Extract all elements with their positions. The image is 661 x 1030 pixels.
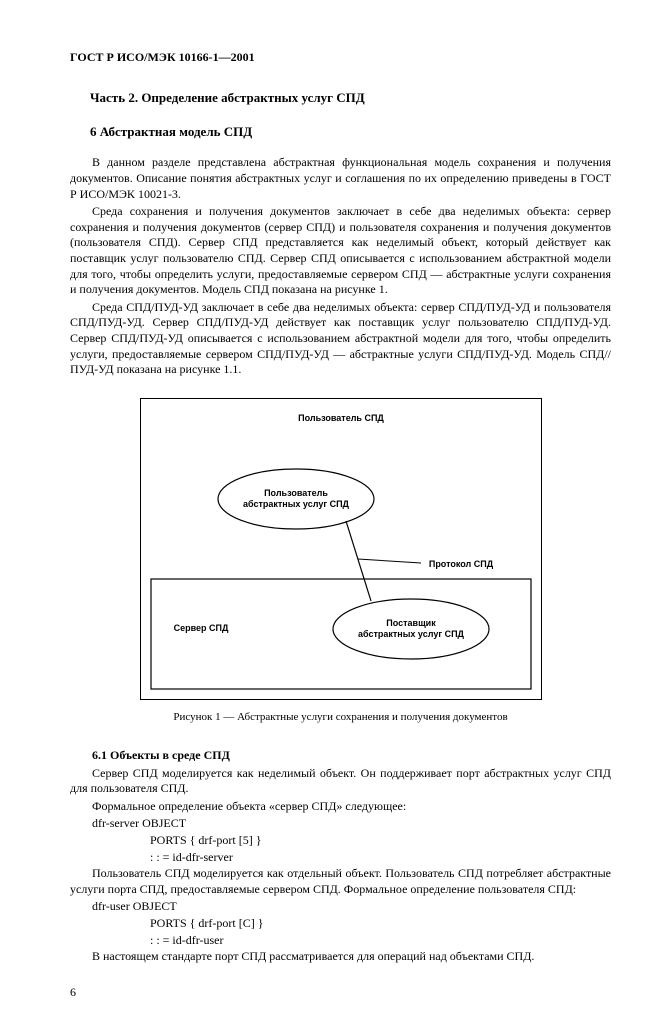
server-label: Сервер СПД bbox=[173, 623, 228, 633]
section-6-title: 6 Абстрактная модель СПД bbox=[70, 124, 611, 141]
server-rect bbox=[151, 579, 531, 689]
section-6-para-2: Среда сохранения и получения документов … bbox=[70, 204, 611, 298]
section-6-1-para-1: Сервер СПД моделируется как неделимый об… bbox=[70, 766, 611, 797]
protocol-line bbox=[346, 521, 371, 601]
page-container: ГОСТ Р ИСО/МЭК 10166-1—2001 Часть 2. Опр… bbox=[0, 0, 661, 1030]
section-6-para-3: Среда СПД/ПУД-УД заключает в себе два не… bbox=[70, 300, 611, 378]
protocol-label: Протокол СПД bbox=[428, 559, 493, 569]
document-id: ГОСТ Р ИСО/МЭК 10166-1—2001 bbox=[70, 50, 611, 66]
code-block-2-line-1: dfr-user OBJECT bbox=[70, 899, 611, 915]
user-ellipse-label-1: Пользователь bbox=[264, 488, 328, 498]
section-6-para-1: В данном разделе представлена абстрактна… bbox=[70, 155, 611, 202]
figure-1-svg: Пользователь СПД Пользователь абстрактны… bbox=[141, 399, 541, 699]
protocol-tick bbox=[358, 559, 421, 563]
figure-1-container: Пользователь СПД Пользователь абстрактны… bbox=[70, 398, 611, 700]
code-block-2-line-3: : : = id-dfr-user bbox=[70, 933, 611, 949]
section-6-1-para-4: В настоящем стандарте порт СПД рассматри… bbox=[70, 949, 611, 965]
figure-1-box: Пользователь СПД Пользователь абстрактны… bbox=[140, 398, 542, 700]
part-title: Часть 2. Определение абстрактных услуг С… bbox=[70, 90, 611, 107]
supplier-ellipse-label-2: абстрактных услуг СПД bbox=[358, 629, 465, 639]
supplier-ellipse-label-1: Поставщик bbox=[386, 618, 436, 628]
code-block-1-line-3: : : = id-dfr-server bbox=[70, 850, 611, 866]
code-block-1-line-1: dfr-server OBJECT bbox=[70, 816, 611, 832]
section-6-1-para-2: Формальное определение объекта «сервер С… bbox=[70, 799, 611, 815]
user-ellipse-label-2: абстрактных услуг СПД bbox=[243, 499, 350, 509]
figure-1-caption: Рисунок 1 — Абстрактные услуги сохранени… bbox=[70, 710, 611, 724]
section-6-1-title: 6.1 Объекты в среде СПД bbox=[70, 748, 611, 764]
section-6-1-para-3: Пользователь СПД моделируется как отдель… bbox=[70, 866, 611, 897]
code-block-1-line-2: PORTS { drf-port [5] } bbox=[70, 833, 611, 849]
page-number: 6 bbox=[70, 985, 611, 1001]
code-block-2-line-2: PORTS { drf-port [C] } bbox=[70, 916, 611, 932]
figure-top-label: Пользователь СПД bbox=[298, 413, 384, 423]
